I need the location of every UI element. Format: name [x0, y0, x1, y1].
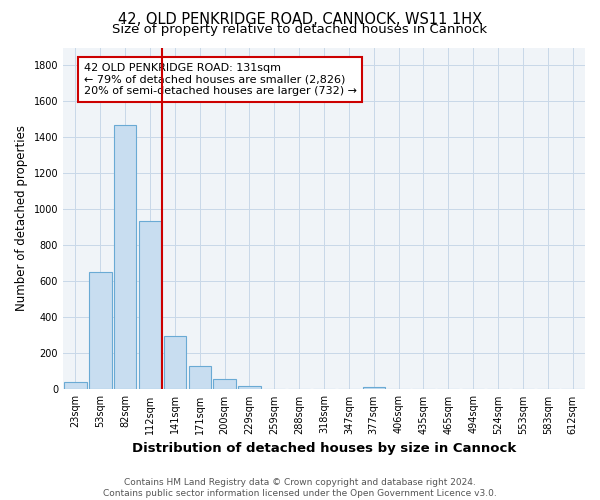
Bar	[114, 125, 136, 390]
Bar	[164, 336, 186, 390]
Bar	[188, 366, 211, 390]
Bar	[362, 388, 385, 390]
Bar	[238, 386, 260, 390]
Text: Contains HM Land Registry data © Crown copyright and database right 2024.
Contai: Contains HM Land Registry data © Crown c…	[103, 478, 497, 498]
Bar	[64, 382, 86, 390]
Y-axis label: Number of detached properties: Number of detached properties	[15, 126, 28, 312]
Text: 42 OLD PENKRIDGE ROAD: 131sqm
← 79% of detached houses are smaller (2,826)
20% o: 42 OLD PENKRIDGE ROAD: 131sqm ← 79% of d…	[84, 63, 357, 96]
Bar	[263, 388, 286, 390]
Bar	[89, 272, 112, 390]
Text: 42, OLD PENKRIDGE ROAD, CANNOCK, WS11 1HX: 42, OLD PENKRIDGE ROAD, CANNOCK, WS11 1H…	[118, 12, 482, 28]
Bar	[313, 388, 335, 390]
Bar	[214, 378, 236, 390]
X-axis label: Distribution of detached houses by size in Cannock: Distribution of detached houses by size …	[132, 442, 516, 455]
Bar	[338, 389, 360, 390]
Bar	[139, 221, 161, 390]
Text: Size of property relative to detached houses in Cannock: Size of property relative to detached ho…	[112, 22, 488, 36]
Bar	[288, 388, 310, 390]
